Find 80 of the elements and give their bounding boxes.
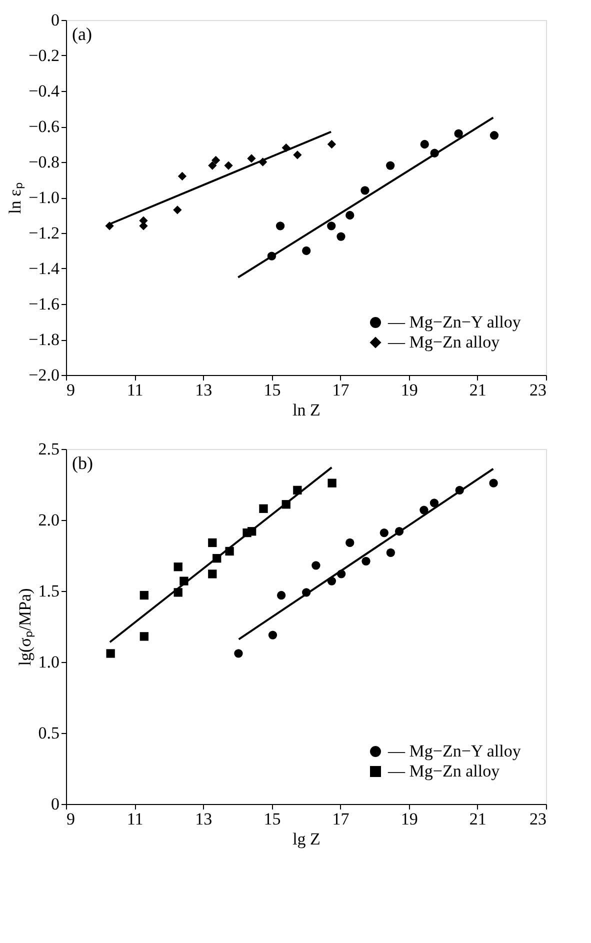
y-tick-label: 1.0 bbox=[38, 652, 60, 672]
point bbox=[106, 649, 115, 658]
point bbox=[293, 150, 302, 160]
point bbox=[386, 161, 395, 170]
x-axis-title: ln Z bbox=[292, 400, 320, 420]
y-tick-label: −1.2 bbox=[28, 224, 60, 242]
point bbox=[208, 161, 217, 170]
point bbox=[208, 538, 217, 548]
point bbox=[276, 222, 285, 230]
point bbox=[327, 222, 336, 230]
point bbox=[178, 172, 187, 181]
point bbox=[259, 504, 268, 513]
legend-label: — Mg−Zn−Y alloy bbox=[387, 742, 522, 760]
annotation: (a) bbox=[72, 24, 92, 44]
y-tick-label: −1.0 bbox=[28, 188, 60, 207]
point bbox=[420, 140, 429, 149]
x-tick-label: 17 bbox=[332, 380, 350, 400]
y-tick-label: −0.2 bbox=[28, 46, 60, 65]
point bbox=[276, 590, 286, 600]
point bbox=[336, 232, 346, 241]
point bbox=[430, 498, 439, 508]
point bbox=[312, 561, 320, 570]
y-axis-title: lg(σₚ/MPa) bbox=[15, 588, 36, 666]
y-tick-label: −1.4 bbox=[28, 259, 60, 278]
y-tick-label: 0.5 bbox=[38, 724, 60, 742]
y-tick-label: 2.5 bbox=[38, 440, 60, 458]
point bbox=[362, 556, 370, 566]
x-tick-label: 23 bbox=[530, 380, 546, 400]
point bbox=[140, 590, 148, 600]
y-tick-label: 0 bbox=[51, 794, 60, 814]
y-axis-title: ln εₚ bbox=[6, 182, 26, 214]
point bbox=[380, 528, 388, 538]
x-tick-label: 9 bbox=[66, 380, 75, 400]
point bbox=[327, 140, 336, 149]
point bbox=[360, 186, 370, 195]
annotation: (b) bbox=[72, 453, 93, 473]
legend-label: — Mg−Zn alloy bbox=[387, 762, 500, 780]
legend-label: — Mg−Zn−Y alloy bbox=[387, 312, 522, 332]
x-tick-label: 17 bbox=[332, 810, 350, 828]
y-tick-label: 2.0 bbox=[38, 510, 60, 530]
point bbox=[420, 506, 428, 514]
x-tick-label: 15 bbox=[264, 380, 281, 400]
point bbox=[174, 562, 182, 572]
x-tick-label: 19 bbox=[400, 810, 418, 828]
y-tick-label: −0.6 bbox=[28, 117, 60, 136]
point bbox=[247, 154, 256, 163]
x-tick-label: 23 bbox=[530, 810, 546, 828]
point bbox=[386, 548, 396, 557]
point bbox=[268, 630, 278, 640]
y-tick-label: 1.5 bbox=[38, 582, 60, 600]
point bbox=[173, 206, 182, 214]
point bbox=[328, 478, 336, 488]
x-tick-label: 11 bbox=[126, 380, 144, 400]
y-tick-label: 0 bbox=[51, 10, 60, 30]
y-tick-label: −0.8 bbox=[28, 152, 60, 172]
point bbox=[212, 156, 220, 165]
y-tick-label: −1.8 bbox=[28, 330, 60, 349]
x-tick-label: 15 bbox=[264, 810, 281, 828]
y-tick-label: −1.6 bbox=[28, 294, 60, 314]
point bbox=[490, 131, 499, 140]
point bbox=[454, 129, 463, 138]
point bbox=[302, 246, 311, 256]
point bbox=[346, 538, 354, 548]
point bbox=[234, 649, 243, 658]
y-tick-label: −0.4 bbox=[28, 82, 60, 100]
point bbox=[208, 570, 217, 578]
x-tick-label: 21 bbox=[469, 380, 486, 400]
x-tick-label: 19 bbox=[400, 380, 418, 400]
x-tick-label: 13 bbox=[195, 810, 212, 828]
point bbox=[224, 161, 233, 170]
x-tick-label: 21 bbox=[469, 810, 486, 828]
x-tick-label: 13 bbox=[195, 380, 212, 400]
legend-label: — Mg−Zn alloy bbox=[387, 332, 500, 352]
y-tick-label: −2.0 bbox=[28, 366, 60, 384]
x-tick-label: 11 bbox=[126, 810, 144, 828]
point bbox=[489, 478, 498, 488]
point bbox=[140, 632, 148, 641]
point bbox=[346, 210, 354, 220]
x-axis-title: lg Z bbox=[292, 830, 320, 848]
x-tick-label: 9 bbox=[66, 810, 75, 828]
